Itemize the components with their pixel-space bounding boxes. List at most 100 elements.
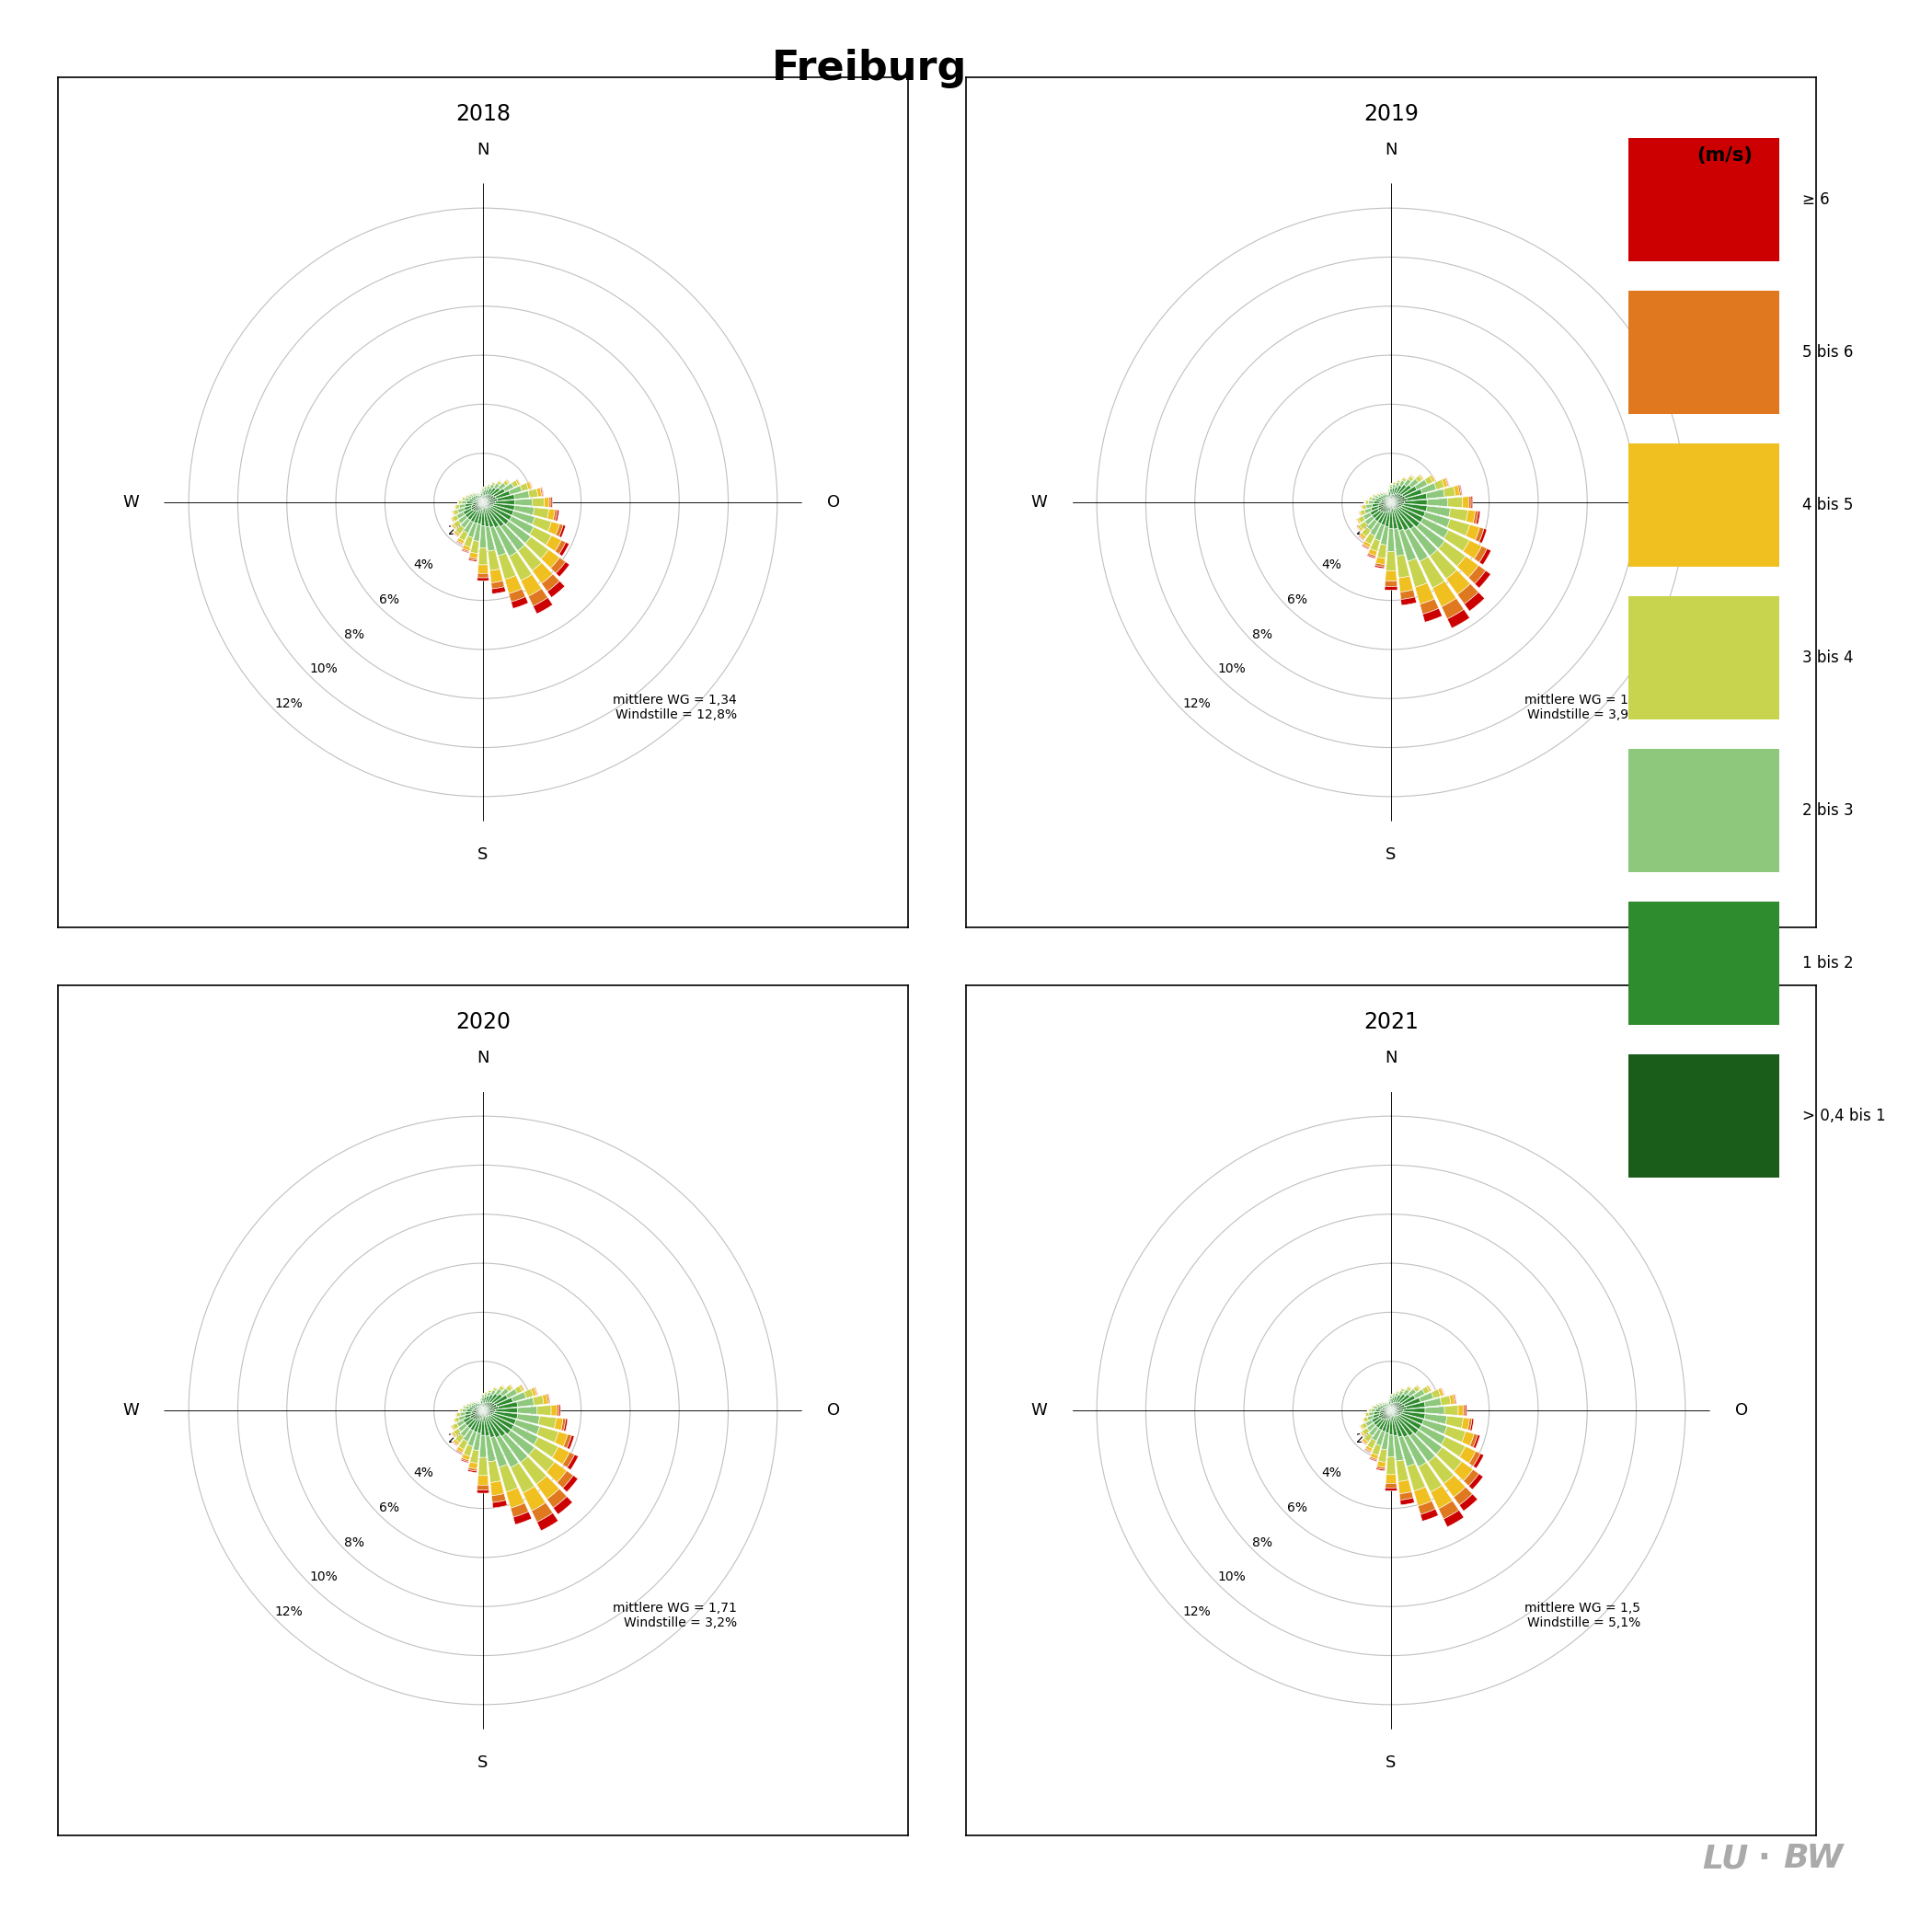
Bar (1366, 504, 1372, 508)
Bar (522, 1383, 526, 1391)
Bar (1403, 1387, 1405, 1389)
Bar (1370, 1457, 1378, 1461)
Bar (1379, 493, 1381, 495)
Bar (1389, 1416, 1393, 1435)
Bar (1408, 1385, 1412, 1389)
Bar (1410, 1434, 1435, 1463)
Bar (502, 483, 514, 491)
Bar (483, 1416, 489, 1435)
Bar (1381, 1408, 1391, 1410)
Bar (1383, 1403, 1385, 1405)
Bar (1385, 1403, 1387, 1406)
Bar (483, 1405, 497, 1410)
Bar (1370, 508, 1379, 516)
Bar (1441, 599, 1464, 618)
Bar (514, 1511, 531, 1524)
Bar (1420, 473, 1424, 479)
Bar (1391, 1403, 1395, 1410)
Bar (1356, 518, 1360, 524)
Bar (483, 1410, 489, 1416)
Bar (1391, 493, 1397, 502)
Bar (1391, 495, 1403, 502)
Bar (487, 1395, 493, 1403)
Bar (468, 1468, 477, 1470)
Bar (497, 481, 500, 485)
Bar (473, 1410, 483, 1420)
Text: W: W (1030, 495, 1047, 510)
Bar (1381, 497, 1385, 498)
Bar (1459, 1447, 1476, 1463)
Bar (1401, 485, 1412, 495)
Bar (1387, 1435, 1395, 1457)
Bar (489, 1414, 510, 1434)
Bar (1468, 566, 1486, 583)
Bar (495, 500, 514, 504)
Bar (1360, 1432, 1364, 1437)
Bar (483, 1410, 487, 1416)
Bar (1374, 512, 1383, 522)
Bar (1389, 485, 1393, 489)
Bar (468, 510, 477, 520)
Bar (1387, 489, 1389, 493)
Bar (1383, 1406, 1391, 1410)
Bar (568, 1455, 578, 1470)
Bar (522, 574, 541, 597)
Bar (514, 1385, 522, 1393)
Bar (1356, 520, 1358, 524)
Bar (1418, 1463, 1441, 1492)
Bar (510, 1383, 514, 1389)
Bar (1374, 1414, 1379, 1418)
Bar (1372, 1408, 1376, 1412)
Bar (1457, 556, 1478, 578)
Bar (483, 1403, 491, 1410)
Bar (1379, 493, 1383, 497)
Bar (498, 1403, 518, 1408)
Bar (556, 1405, 558, 1416)
Bar (483, 502, 495, 504)
Bar (1399, 506, 1424, 522)
Bar (456, 512, 466, 520)
Bar (1364, 1449, 1370, 1453)
Bar (512, 597, 527, 609)
Bar (454, 520, 462, 527)
Bar (1391, 1410, 1393, 1416)
Bar (468, 1403, 469, 1406)
Bar (483, 1403, 487, 1410)
Text: N: N (1385, 1049, 1397, 1066)
Bar (479, 1406, 483, 1410)
Bar (1387, 497, 1391, 502)
Bar (487, 487, 491, 491)
Bar (1408, 558, 1428, 587)
Bar (477, 498, 483, 502)
Bar (1391, 502, 1403, 506)
Bar (1422, 609, 1441, 622)
Bar (493, 587, 506, 593)
Bar (495, 1387, 498, 1389)
Bar (1432, 582, 1457, 607)
Bar (1391, 1403, 1401, 1410)
Bar (1401, 1497, 1414, 1505)
Bar (518, 545, 541, 570)
Bar (1356, 527, 1362, 531)
Bar (1364, 533, 1376, 545)
Bar (1455, 1395, 1457, 1405)
Bar (1480, 529, 1488, 543)
Bar (537, 1513, 558, 1530)
Text: BW: BW (1783, 1843, 1843, 1874)
Bar (1391, 502, 1393, 508)
Bar (452, 512, 454, 516)
Bar (1447, 497, 1463, 508)
Bar (475, 495, 479, 498)
Bar (498, 1464, 518, 1492)
Bar (506, 1389, 518, 1399)
Bar (547, 582, 564, 597)
Bar (1376, 1466, 1385, 1470)
Bar (1364, 516, 1374, 526)
Bar (475, 500, 483, 502)
Bar (1401, 1389, 1405, 1393)
Bar (533, 508, 549, 518)
Bar (526, 481, 531, 489)
Bar (529, 481, 533, 489)
Bar (1372, 495, 1376, 498)
Bar (497, 1397, 514, 1406)
